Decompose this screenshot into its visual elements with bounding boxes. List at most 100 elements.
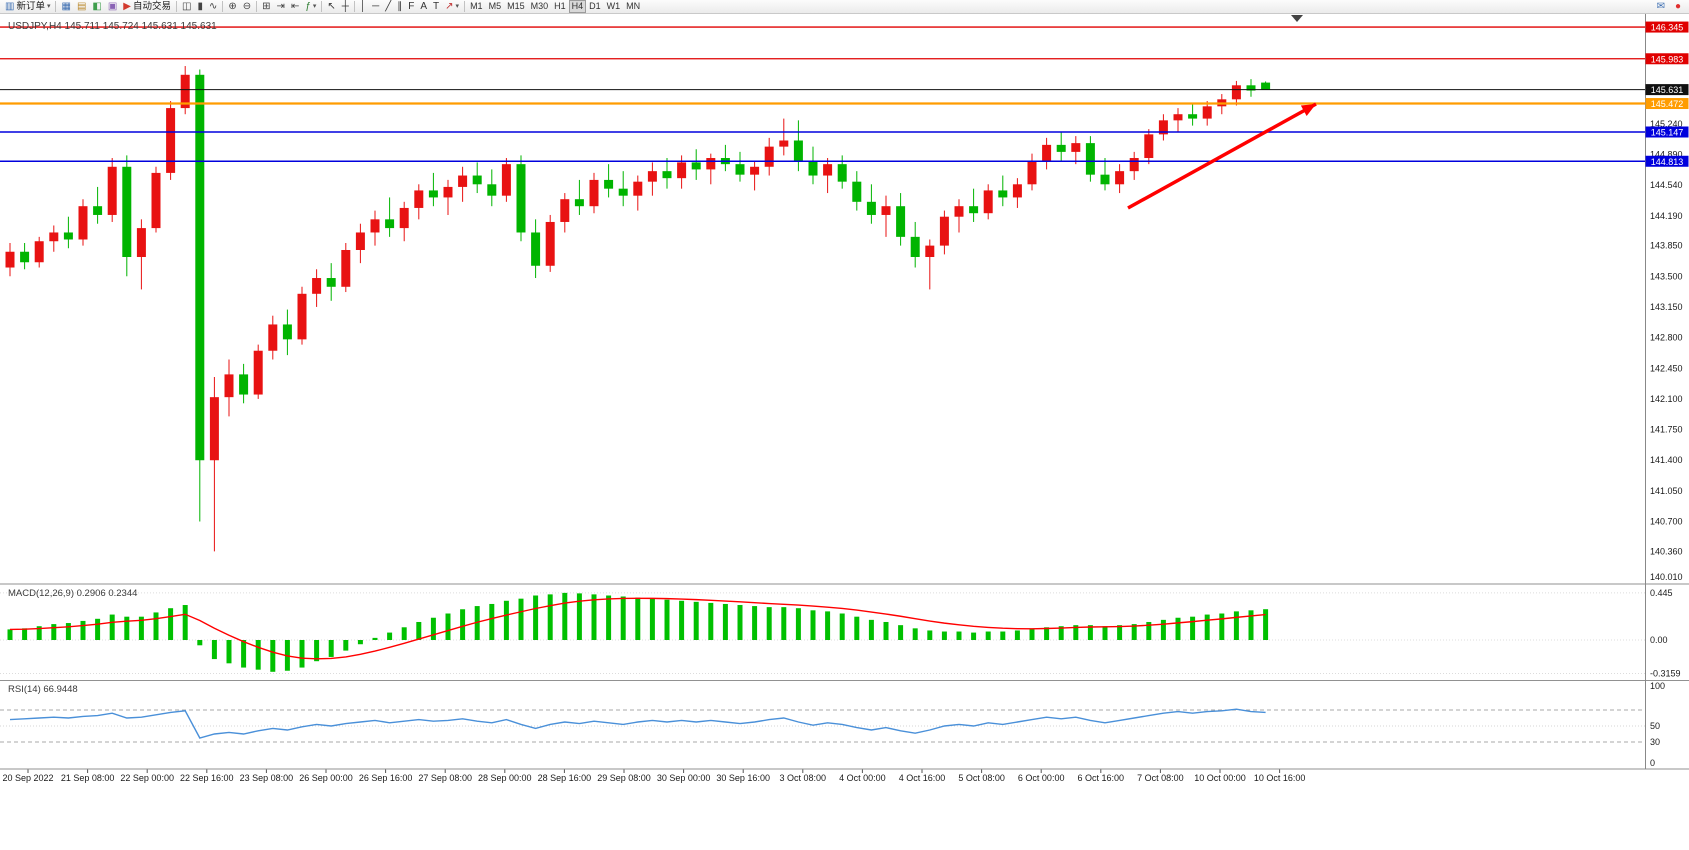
candle-body (1071, 143, 1081, 152)
new-order-chart-icon: ▥ (5, 1, 15, 12)
toolbar-separator (464, 1, 466, 12)
text-button[interactable]: A (417, 0, 430, 13)
data-window-button[interactable]: ▤ (74, 0, 89, 13)
candle-body (925, 245, 935, 258)
zoom-in-button[interactable]: ⊕ (225, 0, 239, 13)
candle-body (414, 190, 424, 208)
price-badge (1645, 84, 1689, 96)
new-order-button[interactable]: ▥ 新订单 ▾ (2, 0, 53, 13)
time-axis-label: 21 Sep 08:00 (61, 773, 115, 783)
candle-body (837, 164, 847, 182)
trendline-button[interactable]: ╱ (382, 0, 394, 13)
candle-body (764, 146, 774, 167)
candle-body (969, 206, 979, 214)
price-axis[interactable]: 145.240 144.890 144.540 144.190 143.850 143.5… (1650, 119, 1683, 582)
auto-trading-button[interactable]: ▶ 自动交易 (120, 0, 174, 13)
fibonacci-button[interactable]: F (405, 0, 417, 13)
terminal-button[interactable]: ▣ (105, 0, 120, 13)
candle-body (297, 293, 307, 340)
price-axis-label: 144.190 (1650, 211, 1683, 221)
price-axis-label: 144.540 (1650, 180, 1683, 190)
text-label-button[interactable]: T (430, 0, 442, 13)
candle-body (574, 199, 584, 207)
candle-body (151, 172, 161, 229)
candle-body (458, 175, 468, 187)
equidistant-channel-icon: ∥ (397, 1, 403, 12)
bar-chart-button[interactable]: ◫ (179, 0, 194, 13)
tile-windows-icon: ⊞ (262, 1, 271, 12)
candle-body (1158, 120, 1168, 135)
timeframe-button-m5[interactable]: M5 (488, 1, 502, 11)
text-label-icon: T (433, 1, 440, 12)
alert-button[interactable]: ● (1672, 0, 1684, 13)
candle-body (224, 374, 234, 398)
candlestick-chart-icon: ▮ (197, 1, 203, 12)
timeframe-button-mn[interactable]: MN (626, 1, 641, 11)
price-badge (1645, 126, 1689, 138)
candle-body (677, 162, 687, 179)
timeframe-button-w1[interactable]: W1 (606, 1, 621, 11)
tile-windows-button[interactable]: ⊞ (259, 0, 273, 13)
candlestick-chart-button[interactable]: ▮ (194, 0, 206, 13)
time-axis-label: 7 Oct 08:00 (1137, 773, 1184, 783)
time-axis-label: 3 Oct 08:00 (780, 773, 827, 783)
dropdown-caret-icon: ▾ (46, 3, 51, 10)
candle-body (604, 179, 614, 189)
market-watch-button[interactable]: ▦ (58, 0, 73, 13)
auto-scroll-button[interactable]: ⇥ (274, 0, 288, 13)
time-axis-label: 4 Oct 00:00 (839, 773, 886, 783)
indicators-button[interactable]: ƒ ▾ (302, 0, 319, 13)
time-axis-label: 26 Sep 16:00 (359, 773, 413, 783)
candle-body (1027, 160, 1037, 185)
candle-body (852, 181, 862, 202)
dropdown-caret-icon: ▾ (455, 3, 460, 10)
time-axis-label: 6 Oct 16:00 (1078, 773, 1125, 783)
timeframe-button-m15[interactable]: M15 (507, 1, 525, 11)
navigator-button[interactable]: ◧ (89, 0, 104, 13)
trend-arrow-head (1300, 104, 1316, 117)
vertical-line-button[interactable]: │ (357, 0, 369, 13)
timeframe-button-h4[interactable]: H4 (568, 0, 587, 13)
timeframe-button-m30[interactable]: M30 (530, 1, 549, 11)
timeframe-button-d1[interactable]: D1 (589, 1, 601, 11)
trend-arrow[interactable] (1127, 102, 1317, 210)
price-axis-label: 145.240 (1650, 119, 1683, 129)
time-axis-label: 26 Sep 00:00 (299, 773, 353, 783)
bar-chart-icon: ◫ (182, 1, 192, 12)
candle-body (93, 206, 103, 215)
toolbar-separator (321, 1, 323, 12)
chart-shift-marker[interactable] (1291, 15, 1303, 22)
channel-button[interactable]: ∥ (394, 0, 405, 13)
time-axis-label: 28 Sep 16:00 (538, 773, 592, 783)
candle-body (1085, 143, 1095, 175)
candlesticks (5, 66, 1271, 552)
candle-body (268, 324, 278, 351)
price-axis-label: 140.700 (1650, 517, 1683, 527)
crosshair-button[interactable]: ┼ (339, 0, 352, 13)
candle-body (647, 171, 657, 182)
mail-button[interactable]: ✉ (1654, 0, 1668, 13)
auto-scroll-icon: ⇥ (276, 1, 285, 12)
horizontal-line-button[interactable]: ─ (369, 0, 382, 13)
timeframe-button-m1[interactable]: M1 (470, 1, 483, 11)
candle-body (107, 166, 117, 215)
cursor-button[interactable]: ↖ (324, 0, 338, 13)
timeframe-button-h1[interactable]: H1 (554, 1, 566, 11)
candle-body (399, 207, 409, 229)
zoom-out-button[interactable]: ⊖ (240, 0, 254, 13)
candle-body (122, 166, 132, 258)
candle-body (823, 164, 833, 176)
trend-arrow-line[interactable] (1127, 102, 1317, 210)
candle-body (881, 206, 891, 215)
trendline-icon: ╱ (385, 1, 392, 12)
line-chart-button[interactable]: ∿ (206, 0, 220, 13)
chart-shift-button[interactable]: ⇤ (288, 0, 302, 13)
time-axis-label: 20 Sep 2022 (2, 773, 53, 783)
time-axis[interactable]: 20 Sep 2022 21 Sep 08:00 22 Sep 00:00 22 Se… (2, 769, 1305, 784)
arrows-button[interactable]: ↗ ▾ (442, 0, 462, 13)
candle-body (428, 190, 438, 198)
candle-body (1100, 174, 1110, 185)
candle-body (487, 184, 497, 196)
toolbar-right-group: ✉ ● (1654, 0, 1689, 13)
